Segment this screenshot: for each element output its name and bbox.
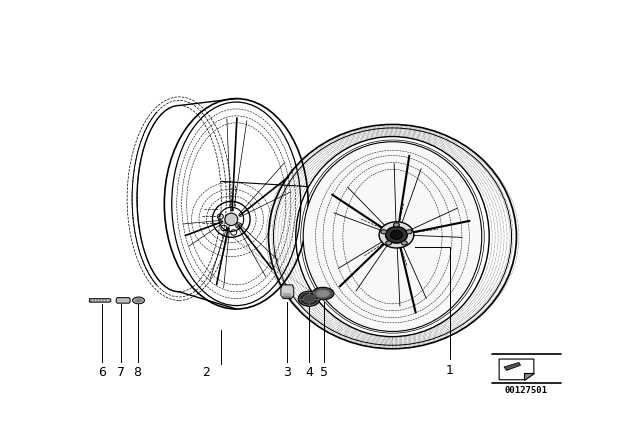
Polygon shape <box>504 362 520 370</box>
Polygon shape <box>524 373 534 380</box>
Ellipse shape <box>132 297 145 304</box>
Ellipse shape <box>298 291 320 306</box>
Ellipse shape <box>317 290 330 297</box>
Text: 6: 6 <box>98 366 106 379</box>
Ellipse shape <box>394 223 399 227</box>
Ellipse shape <box>303 294 315 303</box>
Ellipse shape <box>381 230 387 234</box>
Text: 1: 1 <box>445 364 454 377</box>
Polygon shape <box>281 285 294 299</box>
Polygon shape <box>90 299 111 302</box>
Ellipse shape <box>406 230 412 234</box>
Polygon shape <box>499 359 534 380</box>
Ellipse shape <box>379 222 414 248</box>
Ellipse shape <box>390 230 403 239</box>
Ellipse shape <box>385 227 407 243</box>
Ellipse shape <box>136 299 141 302</box>
Text: 2: 2 <box>202 366 211 379</box>
Text: 3: 3 <box>284 366 291 379</box>
Text: 8: 8 <box>134 366 141 379</box>
Ellipse shape <box>312 287 334 300</box>
Ellipse shape <box>225 213 237 225</box>
Ellipse shape <box>386 241 392 245</box>
Ellipse shape <box>303 142 482 332</box>
Text: 4: 4 <box>305 366 313 379</box>
Text: 5: 5 <box>320 366 328 379</box>
Ellipse shape <box>401 241 407 245</box>
Text: 7: 7 <box>116 366 125 379</box>
Polygon shape <box>116 297 130 303</box>
Text: 00127501: 00127501 <box>505 386 548 395</box>
